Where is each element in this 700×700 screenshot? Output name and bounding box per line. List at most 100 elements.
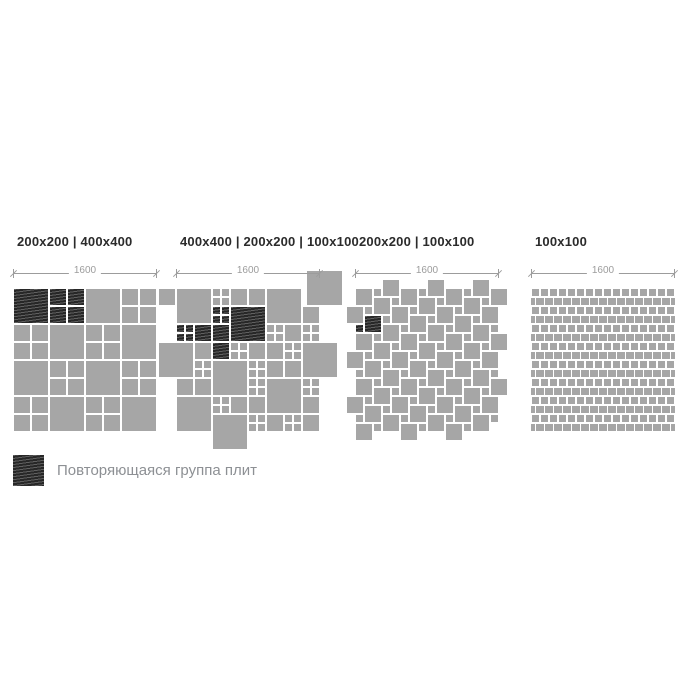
paver-tile xyxy=(563,315,571,324)
paver-tile xyxy=(590,315,598,324)
paver-tile xyxy=(382,279,400,297)
paver-tile xyxy=(666,414,675,423)
paver-tile xyxy=(481,351,499,369)
paver-tile xyxy=(307,270,342,306)
repeat-group-tile xyxy=(364,315,382,333)
paver-tile xyxy=(400,324,409,333)
paver-tile xyxy=(436,387,445,396)
paver-tile xyxy=(657,306,666,315)
paver-tile xyxy=(284,324,302,342)
paver-tile xyxy=(373,288,382,297)
paver-tile xyxy=(266,414,284,432)
paver-tile xyxy=(454,315,472,333)
paver-tile xyxy=(653,315,661,324)
paver-tile xyxy=(662,333,670,342)
paver-tile xyxy=(545,351,553,360)
repeat-group-tile xyxy=(185,324,194,333)
paver-tile xyxy=(671,351,675,360)
paver-tile xyxy=(594,414,603,423)
paver-tile xyxy=(418,288,427,297)
paver-tile xyxy=(612,360,621,369)
paver-tile xyxy=(599,297,607,306)
paver-tile xyxy=(445,333,463,351)
paver-tile xyxy=(617,351,625,360)
paver-tile xyxy=(121,378,139,396)
paver-tile xyxy=(531,423,535,432)
paver-tile xyxy=(581,297,589,306)
paver-tile xyxy=(567,306,576,315)
paver-tile xyxy=(549,414,558,423)
paver-tile xyxy=(373,333,382,342)
dimension-value: 1600 xyxy=(410,265,444,277)
paver-tile xyxy=(284,360,302,378)
paver-tile xyxy=(409,396,418,405)
panel-200x200-400x400: 200x200 | 400x400 1600 xyxy=(9,234,161,434)
paver-tile xyxy=(567,414,576,423)
paver-tile xyxy=(648,306,657,315)
paver-tile xyxy=(391,306,409,324)
paver-tile xyxy=(594,396,603,405)
paver-tile xyxy=(257,414,266,423)
paver-tile xyxy=(364,351,373,360)
paver-tile xyxy=(382,405,391,414)
dimension-line: 1600 xyxy=(527,264,679,278)
paver-tile xyxy=(608,333,616,342)
paver-tile xyxy=(266,378,302,414)
paver-tile xyxy=(612,378,621,387)
paver-tile xyxy=(572,297,580,306)
paver-tile xyxy=(490,369,499,378)
paver-tile xyxy=(594,288,603,297)
paver-tile xyxy=(85,396,103,414)
paver-tile xyxy=(409,360,427,378)
paver-tile xyxy=(257,360,266,369)
paver-tile xyxy=(567,378,576,387)
paver-tile xyxy=(639,288,648,297)
paver-tile xyxy=(49,396,85,432)
paver-tile xyxy=(382,315,391,324)
paver-tile xyxy=(212,297,221,306)
paver-tile xyxy=(671,369,675,378)
paver-tile xyxy=(463,333,472,342)
repeat-group-tile xyxy=(212,342,230,360)
paver-tile xyxy=(427,360,436,369)
paver-tile xyxy=(635,387,643,396)
paver-tile xyxy=(373,387,391,405)
paver-tile xyxy=(31,324,49,342)
paver-tile xyxy=(436,297,445,306)
paver-tile xyxy=(139,360,157,378)
paver-tile xyxy=(139,288,157,306)
paver-tile xyxy=(427,414,445,432)
paver-tile xyxy=(648,324,657,333)
paver-tile xyxy=(554,315,562,324)
paver-tile xyxy=(463,378,472,387)
paver-tile xyxy=(630,378,639,387)
repeat-group-tile xyxy=(221,315,230,324)
paver-tile xyxy=(302,333,311,342)
paver-tile xyxy=(531,297,535,306)
paver-tile xyxy=(85,414,103,432)
paver-tile xyxy=(445,369,454,378)
paver-tile xyxy=(139,306,157,324)
paver-tile xyxy=(563,369,571,378)
dimension-value: 1600 xyxy=(68,265,102,277)
paver-tile xyxy=(549,360,558,369)
paver-tile xyxy=(490,324,499,333)
paver-tile xyxy=(454,405,472,423)
paver-tile xyxy=(311,378,320,387)
paver-tile xyxy=(540,342,549,351)
paver-tile xyxy=(608,423,616,432)
paver-tile xyxy=(463,288,472,297)
paver-tile xyxy=(585,360,594,369)
paver-tile xyxy=(103,414,121,432)
paver-tile xyxy=(657,288,666,297)
paver-tile xyxy=(657,378,666,387)
paver-tile xyxy=(545,423,553,432)
paver-tile xyxy=(657,396,666,405)
paver-tile xyxy=(576,378,585,387)
paver-tile xyxy=(266,342,284,360)
paver-tile xyxy=(293,423,302,432)
paver-tile xyxy=(355,378,373,396)
tile-pattern xyxy=(13,288,157,432)
paver-tile xyxy=(549,324,558,333)
paver-tile xyxy=(545,333,553,342)
